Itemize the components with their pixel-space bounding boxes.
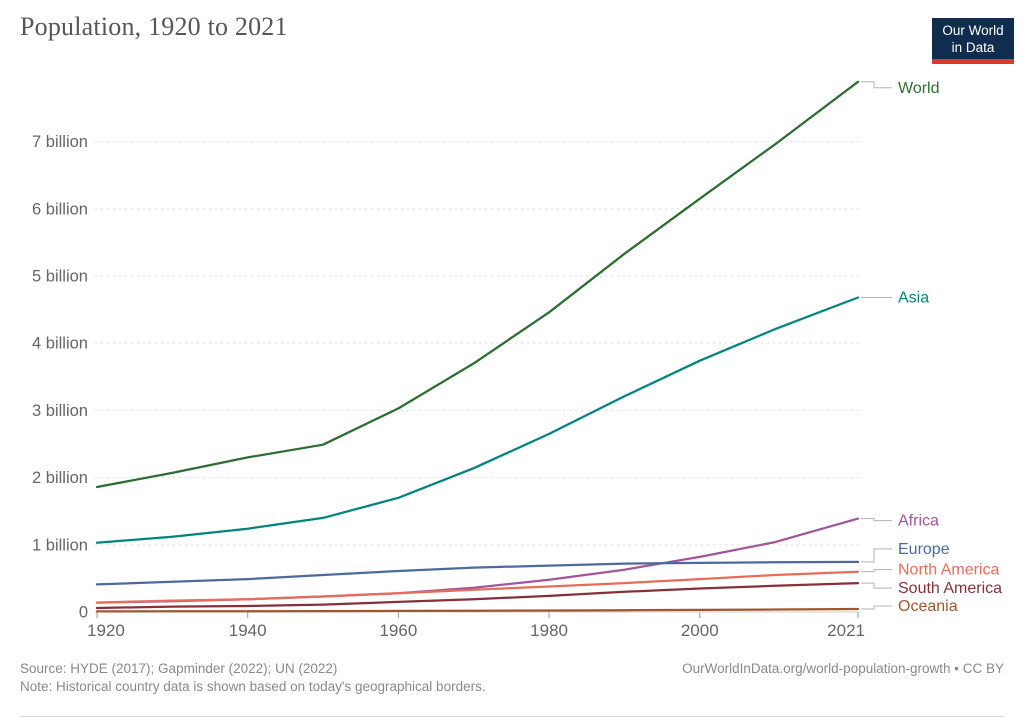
x-tick-label: 1980 (530, 621, 568, 640)
series-label-north-america[interactable]: North America (898, 562, 999, 579)
series-label-south-america[interactable]: South America (898, 580, 1002, 597)
y-tick-label: 6 billion (32, 200, 88, 218)
label-connector (861, 582, 892, 589)
chart-title: Population, 1920 to 2021 (20, 12, 288, 41)
label-connector (861, 605, 892, 610)
y-tick-label: 5 billion (32, 268, 88, 286)
y-tick-label: 1 billion (32, 536, 88, 554)
series-line-world[interactable] (95, 80, 860, 489)
series-line-asia[interactable] (95, 296, 860, 544)
label-connector (861, 569, 892, 573)
x-tick-label: 1940 (229, 621, 267, 640)
series-label-africa[interactable]: Africa (898, 513, 939, 530)
owid-logo[interactable]: Our World in Data (932, 18, 1014, 64)
series-label-world[interactable]: World (898, 80, 940, 97)
source-text: Source: HYDE (2017); Gapminder (2022); U… (20, 661, 338, 676)
note-text: Note: Historical country data is shown b… (20, 679, 486, 694)
y-tick-label: 7 billion (32, 133, 88, 151)
x-tick-label: 2000 (681, 621, 719, 640)
owid-logo-line1: Our World (942, 23, 1004, 38)
y-tick-label: 3 billion (32, 402, 88, 420)
bottom-divider (20, 716, 1004, 717)
y-tick-label: 0 (79, 604, 88, 622)
series-line-europe[interactable] (95, 560, 860, 586)
owid-logo-red-bar (932, 59, 1014, 64)
y-tick-label: 2 billion (32, 469, 88, 487)
x-tick-label: 1920 (87, 621, 125, 640)
label-connector (861, 81, 892, 89)
footer-citation-link[interactable]: OurWorldInData.org/world-population-grow… (682, 661, 1004, 676)
series-label-asia[interactable]: Asia (898, 290, 929, 307)
chart-footer: Source: HYDE (2017); Gapminder (2022); U… (20, 660, 1004, 696)
series-line-oceania[interactable] (95, 607, 860, 613)
label-connector (861, 548, 892, 563)
label-connector (861, 518, 892, 522)
x-tick-label: 2021 (827, 621, 865, 640)
x-tick-label: 1960 (379, 621, 417, 640)
series-line-south-america[interactable] (95, 581, 860, 610)
series-line-north-america[interactable] (95, 570, 860, 604)
series-label-oceania[interactable]: Oceania (898, 598, 958, 615)
series-label-europe[interactable]: Europe (898, 541, 950, 558)
y-tick-label: 4 billion (32, 335, 88, 353)
owid-logo-line2: in Data (951, 40, 995, 55)
